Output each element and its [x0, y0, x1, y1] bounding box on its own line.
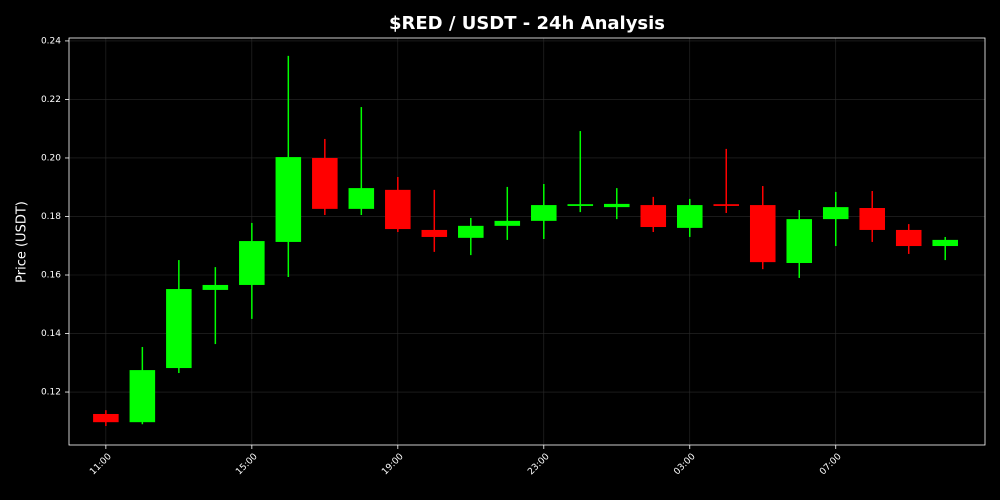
candle-body [494, 220, 521, 226]
x-tick-label: 03:00 [672, 452, 698, 478]
x-tick-label: 23:00 [526, 452, 552, 478]
candle-body [275, 157, 302, 242]
candle-body [531, 205, 557, 221]
chart-title: $RED / USDT - 24h Analysis [389, 13, 665, 34]
x-tick-label: 15:00 [234, 452, 260, 478]
candle-body [129, 370, 156, 423]
candle-body [676, 205, 703, 228]
candle-body [385, 189, 411, 230]
candle-body [859, 207, 886, 230]
plot-frame [68, 37, 986, 446]
candle-body [567, 204, 594, 206]
candle-body [749, 205, 776, 263]
x-tick-label: 11:00 [88, 452, 114, 478]
candle-body [458, 225, 484, 238]
y-tick-label: 0.12 [41, 388, 61, 398]
candle-body [202, 284, 229, 290]
candle-body [822, 207, 849, 220]
candle-body [348, 188, 375, 209]
x-tick-label: 19:00 [380, 452, 406, 478]
candle-body [93, 413, 119, 423]
candle-body [239, 241, 265, 285]
candle-body [895, 229, 922, 247]
candle-body [421, 229, 448, 237]
y-axis-label: Price (USDT) [15, 201, 30, 283]
y-tick-label: 0.18 [41, 212, 61, 222]
candle-body [312, 157, 338, 209]
y-tick-label: 0.22 [41, 95, 61, 105]
x-tick-label: 07:00 [818, 452, 844, 478]
y-tick-label: 0.24 [41, 36, 61, 46]
candle-body [786, 219, 813, 264]
y-tick-label: 0.14 [41, 329, 61, 339]
y-tick-label: 0.16 [41, 271, 61, 281]
candle-body [166, 289, 192, 369]
candle-body [713, 204, 740, 206]
candle-body [640, 205, 667, 228]
candle-body [604, 203, 630, 208]
y-tick-label: 0.20 [41, 153, 61, 163]
candle-body [932, 239, 958, 247]
